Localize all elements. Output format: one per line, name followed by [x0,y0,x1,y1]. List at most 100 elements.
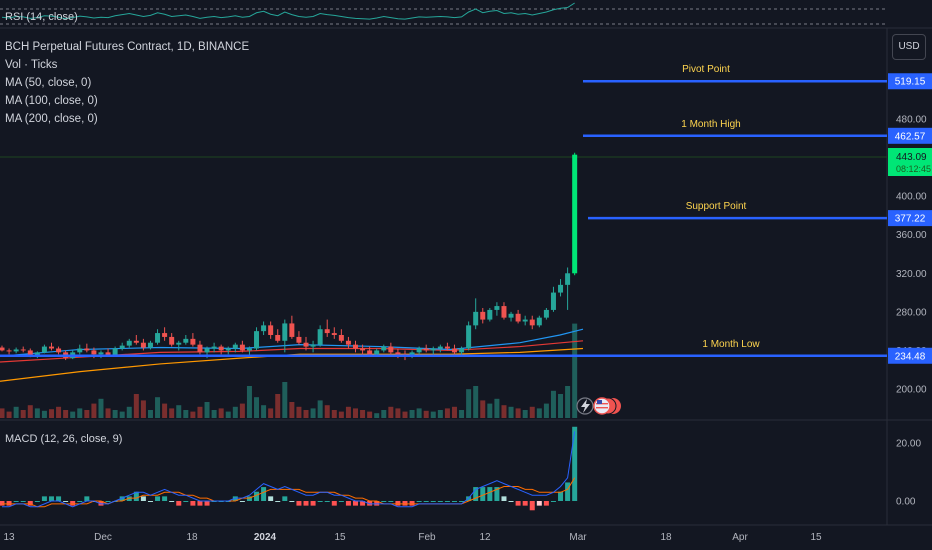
volume-bar [558,394,564,418]
volume-bar [91,403,97,418]
volume-bar [190,411,196,418]
candle [310,340,316,353]
level-price-tag [888,347,932,364]
macd-hist-bar [0,501,5,506]
volume-bar [331,410,337,418]
volume-bar [367,411,373,418]
volume-bar [0,408,5,418]
price-tick: 320.00 [896,269,927,280]
candle [211,342,217,353]
volume-bar [451,406,457,418]
volume-bar [416,408,422,418]
volume-bar [480,400,486,418]
ma100-label[interactable]: MA (100, close, 0) [5,95,98,107]
macd-axis: 20.00 0.00 [896,439,921,508]
macd-hist-bar [501,496,507,501]
macd-hist-bar [126,496,132,501]
macd-hist-bar [13,501,19,502]
candle [558,279,564,297]
volume-bar [34,408,40,418]
macd-hist-bar [77,501,83,502]
macd-hist-bar [508,501,514,502]
macd-hist-bar [41,496,47,501]
level-price: 377.22 [895,214,926,225]
volume-bar [324,405,330,418]
ma50-label[interactable]: MA (50, close, 0) [5,77,92,89]
macd-hist-bar [155,496,161,501]
candle [543,308,549,320]
volume-bar [70,411,76,418]
volume-bar [543,403,549,418]
macd-hist-bar [558,491,564,501]
candle [515,309,521,324]
volume-bar [303,410,309,418]
volume-bars [0,323,578,418]
symbol-title[interactable]: BCH Perpetual Futures Contract, 1D, BINA… [5,41,250,53]
macd-hist-bar [437,501,443,502]
event-icons[interactable] [576,397,621,415]
ma200-label[interactable]: MA (200, close, 0) [5,113,98,125]
candle [232,342,238,353]
candle [225,346,231,355]
candlesticks [0,152,578,361]
volume-bar [119,411,125,418]
candle [353,340,358,353]
candle [41,344,47,354]
currency-button[interactable]: USD [892,34,926,60]
level-price-tag [888,210,932,227]
candle [261,321,267,335]
macd-hist-bar [345,501,351,506]
candle [119,342,125,351]
candle [508,311,514,322]
macd-tick: 20.00 [896,439,921,450]
candle [155,329,161,345]
candle [126,338,132,348]
level-support-point[interactable]: Support Point 377.22 [588,201,932,227]
volume-bar [345,406,351,418]
candle [324,319,330,337]
rsi-line [1,2,575,20]
candle [430,346,436,355]
volume-bar [338,411,344,418]
price-levels[interactable]: Pivot Point 519.15 1 Month High 462.57 Suppo… [0,64,932,364]
volume-bar [98,398,104,418]
candle [459,346,465,355]
volume-bar [261,405,267,418]
macd-hist-bar [289,501,295,502]
candle [140,338,146,351]
macd-hist-bar [416,501,422,502]
time-axis: 13 Dec 18 2024 15 Feb 12 Mar 18 Apr 15 [3,532,822,543]
level-1-month-high[interactable]: 1 Month High 462.57 [583,119,932,144]
macd-hist-bar [409,501,415,506]
macd-hist-bar [381,501,387,502]
candle [268,321,274,339]
macd-hist-bar [550,501,556,502]
price-tick: 400.00 [896,192,927,203]
candle [338,329,344,343]
candle [20,346,26,353]
macd-hist-bar [543,501,549,506]
level-price-tag [888,73,932,90]
price-tick: 360.00 [896,230,927,241]
macd-hist-bar [63,501,69,502]
ma100-line [0,340,584,363]
level-1-month-low[interactable]: 1 Month Low 234.48 [0,339,932,364]
macd-hist-bar [147,501,153,502]
current-price-value: 443.09 [896,152,927,163]
macd-hist-bar [162,496,168,501]
volume-bar [218,408,224,418]
volume-bar [388,406,394,418]
candle [466,321,472,351]
volume-bar [289,402,295,418]
level-pivot-point[interactable]: Pivot Point 519.15 [583,64,932,90]
macd-hist-bar [84,496,90,501]
volume-bar [162,403,168,418]
volume-bar [565,386,571,418]
volume-bar [275,394,281,418]
volume-bar [183,410,189,418]
macd-hist-bar [232,496,238,501]
volume-indicator-label[interactable]: Vol · Ticks [5,59,58,71]
macd-hist-bar [395,501,401,506]
macd-hist-bar [268,496,274,501]
